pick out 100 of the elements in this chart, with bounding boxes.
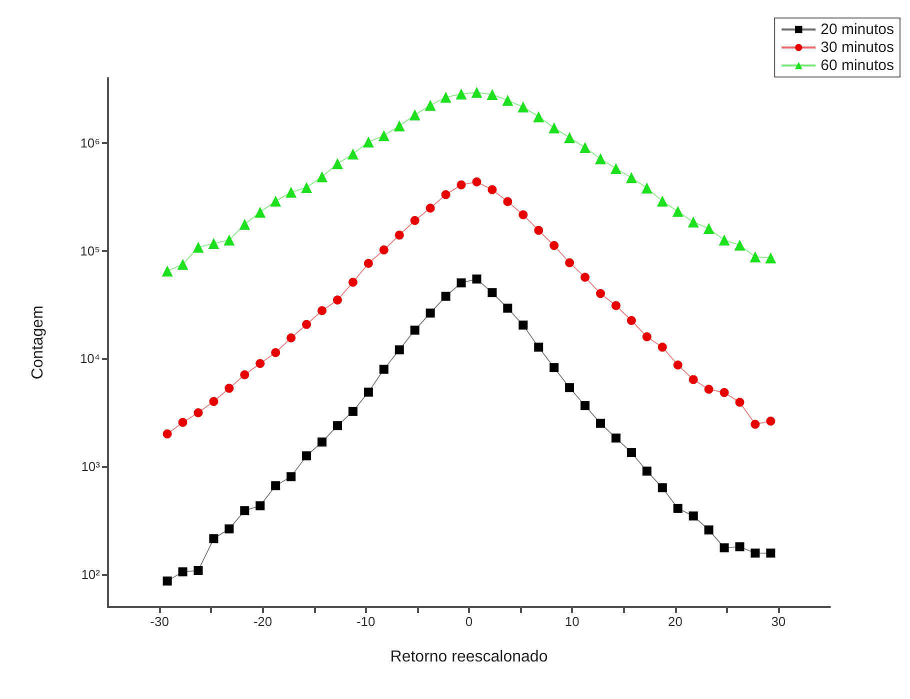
point <box>718 234 730 246</box>
point <box>595 153 606 164</box>
point <box>239 218 250 230</box>
point <box>550 241 559 250</box>
point <box>332 421 342 430</box>
point <box>286 472 296 482</box>
y-tick-label: 10⁶ <box>80 135 100 150</box>
point <box>410 326 420 335</box>
point <box>302 320 312 329</box>
point <box>379 245 388 254</box>
point <box>318 438 327 447</box>
y-tick-label: 10⁴ <box>80 351 100 366</box>
point <box>565 258 574 268</box>
point <box>472 274 482 284</box>
point <box>409 109 420 120</box>
legend-label: 30 minutos <box>820 39 894 56</box>
y-tick-label: 10⁵ <box>80 243 100 258</box>
point <box>580 272 590 282</box>
point <box>703 223 714 234</box>
point <box>611 301 620 310</box>
point <box>333 296 342 305</box>
point <box>548 122 560 134</box>
point <box>735 542 744 552</box>
point <box>364 258 373 268</box>
point <box>178 567 188 576</box>
point <box>765 252 776 264</box>
point <box>564 132 576 144</box>
point <box>766 548 776 558</box>
point <box>534 342 544 352</box>
point <box>379 364 388 374</box>
point <box>271 481 280 490</box>
point <box>224 384 234 393</box>
point <box>347 148 358 160</box>
point <box>192 242 204 253</box>
x-tick-label: 20 <box>668 614 683 629</box>
x-tick-label: -30 <box>150 614 169 629</box>
point <box>286 333 296 342</box>
point <box>766 416 776 426</box>
x-tick-label: 30 <box>771 614 786 629</box>
point <box>750 548 760 558</box>
point <box>611 434 620 443</box>
point <box>426 204 435 213</box>
point <box>596 418 606 428</box>
point <box>518 210 528 220</box>
point <box>364 388 373 397</box>
point <box>162 429 172 438</box>
point <box>502 94 514 106</box>
point <box>704 525 714 534</box>
point <box>720 388 729 398</box>
point <box>688 216 699 228</box>
point <box>488 185 497 194</box>
point <box>488 288 497 298</box>
point <box>224 234 235 246</box>
point <box>486 89 498 100</box>
point <box>240 506 250 516</box>
point <box>271 348 280 358</box>
point <box>162 266 173 277</box>
y-axis-title: Contagem <box>30 306 46 380</box>
x-tick-label: -10 <box>356 614 376 629</box>
point <box>735 398 744 407</box>
point <box>704 384 714 394</box>
point <box>688 375 698 384</box>
point <box>394 120 405 132</box>
point <box>672 206 684 217</box>
point <box>270 196 282 207</box>
point <box>178 418 188 427</box>
point <box>658 342 667 352</box>
point <box>256 359 265 368</box>
point <box>301 182 312 193</box>
x-tick-label: 10 <box>564 614 580 629</box>
point <box>362 136 374 148</box>
point <box>750 251 761 262</box>
point <box>503 197 512 206</box>
point <box>550 363 559 372</box>
point <box>518 101 529 112</box>
point <box>596 289 606 298</box>
point <box>580 401 590 410</box>
point <box>626 448 636 458</box>
point <box>626 316 636 326</box>
point <box>626 172 637 184</box>
point <box>209 534 218 544</box>
point <box>580 142 591 153</box>
point <box>471 86 482 98</box>
point <box>641 182 652 194</box>
point <box>656 196 668 207</box>
point <box>441 292 450 301</box>
point <box>533 111 544 122</box>
legend-label: 60 minutos <box>820 57 894 74</box>
point <box>209 396 218 406</box>
point <box>177 258 188 270</box>
point <box>286 186 297 198</box>
point <box>208 238 220 249</box>
point <box>348 406 358 416</box>
x-tick-label: 0 <box>465 614 473 629</box>
x-axis-title: Retorno reescalonado <box>390 648 548 666</box>
point <box>224 524 234 534</box>
point <box>394 230 404 240</box>
x-tick-label: -20 <box>253 614 272 629</box>
point <box>734 240 746 251</box>
point <box>318 306 327 316</box>
